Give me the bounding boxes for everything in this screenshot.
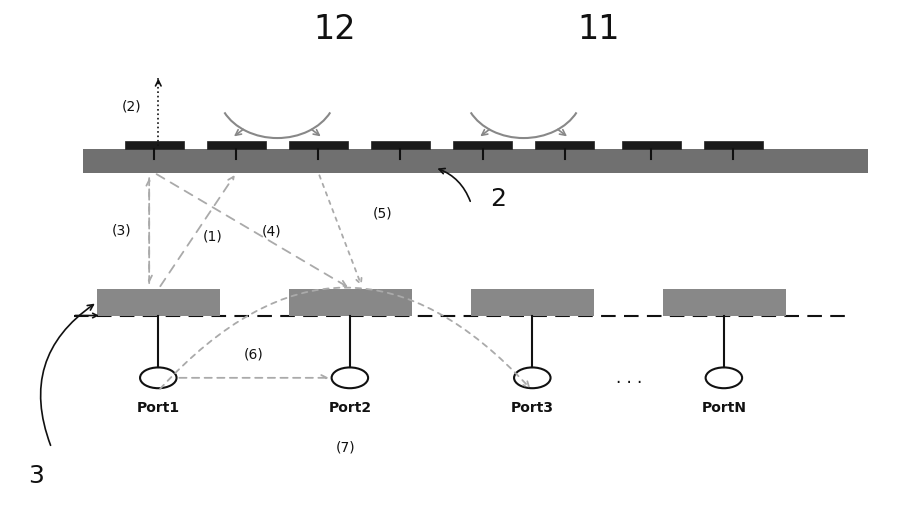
Text: (7): (7) (336, 441, 355, 455)
Text: 12: 12 (313, 14, 356, 46)
Bar (471, 289, 595, 315)
Text: (1): (1) (203, 229, 222, 243)
Text: 11: 11 (577, 14, 620, 46)
Text: 3: 3 (28, 465, 44, 489)
Bar (704, 140, 763, 149)
Text: (6): (6) (244, 348, 264, 361)
Text: Port3: Port3 (511, 401, 554, 415)
Bar (207, 140, 266, 149)
Bar (289, 140, 348, 149)
Text: (2): (2) (123, 100, 142, 114)
Bar (621, 140, 681, 149)
Bar (371, 140, 430, 149)
Text: 2: 2 (490, 187, 507, 211)
Text: (5): (5) (372, 206, 393, 220)
Bar (289, 289, 412, 315)
Bar (662, 289, 786, 315)
Bar (453, 140, 512, 149)
Text: . . .: . . . (616, 369, 642, 387)
Text: PortN: PortN (702, 401, 747, 415)
Text: (3): (3) (112, 223, 131, 238)
Bar (535, 140, 595, 149)
Text: (4): (4) (262, 224, 281, 238)
Bar (97, 289, 221, 315)
Bar (83, 149, 868, 173)
Text: Port2: Port2 (328, 401, 371, 415)
Text: Port1: Port1 (136, 401, 180, 415)
Bar (124, 140, 184, 149)
